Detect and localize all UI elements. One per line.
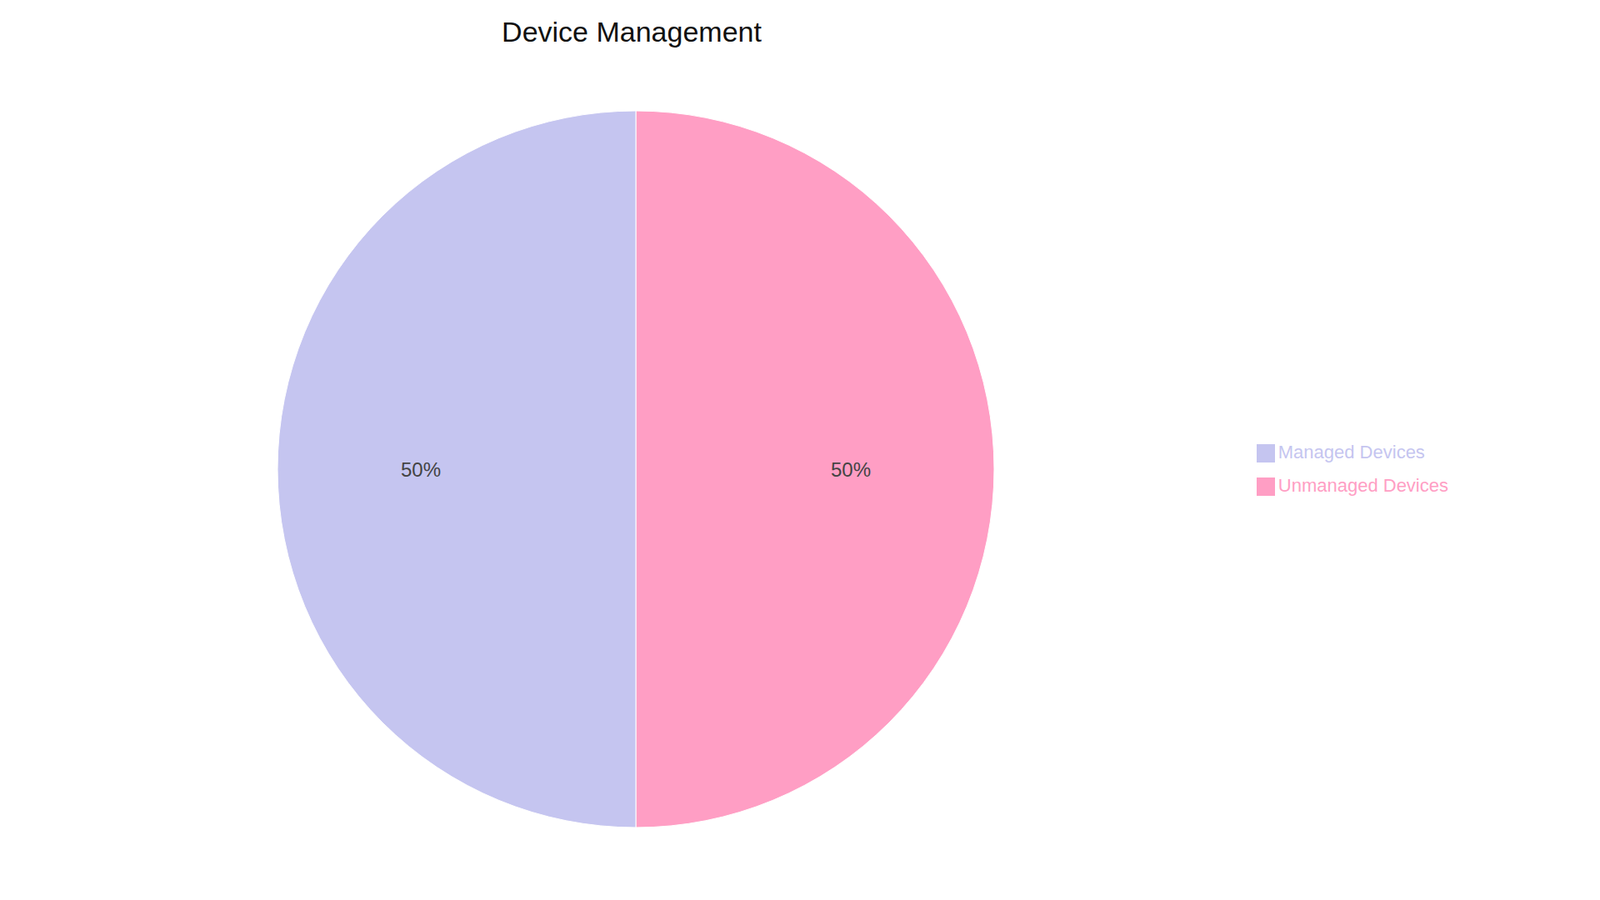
html-text:Managed Devices: Managed Devices: [1278, 441, 1425, 463]
html-text:Device Management: Device Management: [501, 15, 762, 48]
svg-text:50%: 50%: [400, 458, 441, 481]
html-text:Unmanaged Devices: Unmanaged Devices: [1278, 475, 1449, 496]
svg-text:50%: 50%: [830, 458, 871, 481]
